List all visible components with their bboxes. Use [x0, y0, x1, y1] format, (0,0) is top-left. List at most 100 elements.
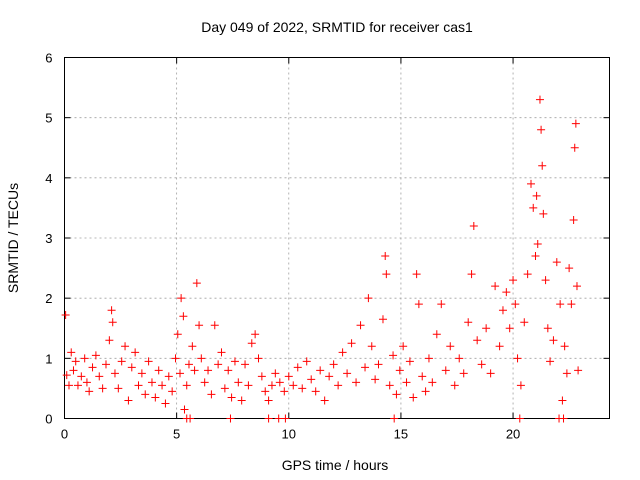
data-point: [224, 366, 233, 375]
data-point: [539, 209, 548, 218]
data-point: [180, 405, 189, 414]
data-point: [385, 381, 394, 390]
data-point: [77, 372, 86, 381]
y-tick-label: 4: [45, 171, 52, 186]
data-point: [571, 119, 580, 128]
data-point: [432, 330, 441, 339]
data-point: [247, 339, 256, 348]
data-point: [204, 366, 213, 375]
data-point: [302, 357, 311, 366]
data-point: [395, 366, 404, 375]
data-point: [412, 270, 421, 279]
data-point: [184, 360, 193, 369]
y-tick-label: 5: [45, 111, 52, 126]
data-point: [227, 393, 236, 402]
data-point: [482, 324, 491, 333]
data-point: [527, 179, 536, 188]
x-tick-label: 10: [282, 427, 296, 442]
data-point: [556, 300, 565, 309]
data-point: [281, 414, 290, 423]
data-point: [464, 318, 473, 327]
data-point: [275, 378, 284, 387]
data-point: [141, 390, 150, 399]
data-point: [543, 324, 552, 333]
data-point: [502, 288, 511, 297]
data-point: [254, 354, 263, 363]
data-point: [71, 357, 80, 366]
data-point: [538, 161, 547, 170]
data-point: [147, 378, 156, 387]
data-point: [378, 315, 387, 324]
data-point: [418, 372, 427, 381]
data-point: [121, 342, 130, 351]
data-point: [267, 381, 276, 390]
data-point: [207, 390, 216, 399]
data-point: [559, 414, 568, 423]
data-point: [371, 375, 380, 384]
data-point: [520, 318, 529, 327]
data-point: [325, 372, 334, 381]
data-point: [182, 381, 191, 390]
data-point: [399, 342, 408, 351]
data-point: [173, 330, 182, 339]
y-tick-label: 6: [45, 51, 52, 66]
data-point: [356, 321, 365, 330]
data-point: [257, 372, 266, 381]
data-point: [230, 357, 239, 366]
data-point: [179, 312, 188, 321]
data-point: [467, 270, 476, 279]
data-point: [338, 348, 347, 357]
data-point: [402, 378, 411, 387]
data-point: [244, 381, 253, 390]
data-point: [220, 384, 229, 393]
data-point: [352, 378, 361, 387]
data-point: [424, 354, 433, 363]
data-point: [91, 351, 100, 360]
data-point: [271, 369, 280, 378]
data-point: [364, 294, 373, 303]
data-point: [195, 321, 204, 330]
axis-ticks: 0 5 10 15 20 0 1 2 3 4 5 6: [45, 51, 610, 442]
x-tick-label: 15: [394, 427, 408, 442]
data-point: [88, 363, 97, 372]
data-point: [533, 240, 542, 249]
data-point: [274, 414, 283, 423]
data-point: [523, 270, 532, 279]
data-point: [82, 378, 91, 387]
data-point: [293, 363, 302, 372]
data-point: [200, 378, 209, 387]
data-point: [131, 348, 140, 357]
data-point: [98, 384, 107, 393]
data-point: [264, 414, 273, 423]
data-point: [110, 369, 119, 378]
data-point: [107, 306, 116, 315]
data-point: [511, 300, 520, 309]
data-point: [80, 354, 89, 363]
data-point: [73, 381, 82, 390]
data-point: [428, 378, 437, 387]
data-point: [382, 270, 391, 279]
y-axis-label: SRMTID / TECUs: [5, 183, 21, 293]
data-point: [535, 95, 544, 104]
data-point: [392, 390, 401, 399]
data-point: [114, 384, 123, 393]
y-tick-label: 3: [45, 231, 52, 246]
data-point: [237, 396, 246, 405]
data-point: [549, 336, 558, 345]
data-point: [134, 381, 143, 390]
data-point: [85, 387, 94, 396]
data-point: [446, 342, 455, 351]
data-point: [405, 357, 414, 366]
data-point: [473, 336, 482, 345]
data-point: [62, 371, 71, 380]
data-point: [567, 300, 576, 309]
data-point: [158, 381, 167, 390]
data-point: [64, 381, 73, 390]
data-point: [210, 321, 219, 330]
data-point: [516, 381, 525, 390]
data-point: [455, 354, 464, 363]
chart-title: Day 049 of 2022, SRMTID for receiver cas…: [201, 19, 473, 35]
data-point: [414, 300, 423, 309]
data-point: [197, 354, 206, 363]
